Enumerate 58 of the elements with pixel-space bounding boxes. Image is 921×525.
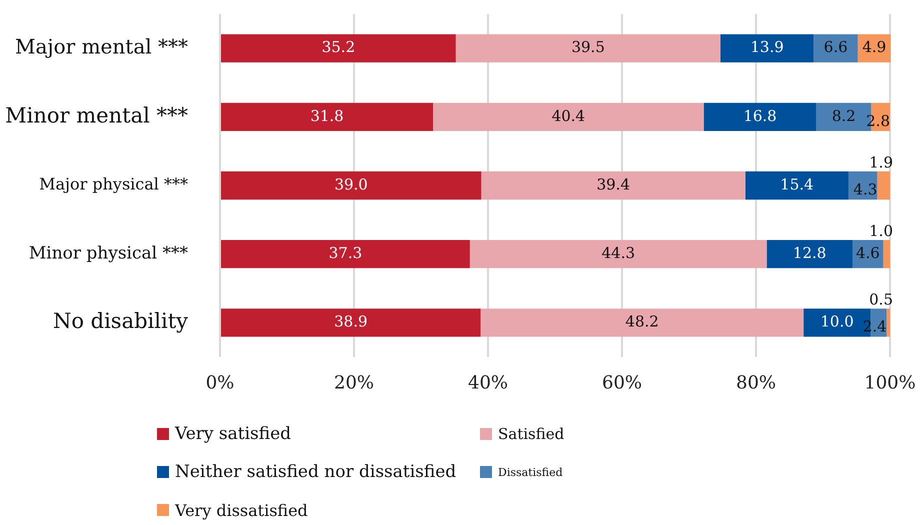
y-tick-label: Minor physical *** [28, 244, 188, 264]
y-tick-label: Minor mental *** [5, 103, 188, 128]
bar [814, 34, 858, 62]
bar [481, 171, 746, 200]
legend-label: Dissatisfied [498, 466, 563, 478]
bar [456, 34, 720, 62]
data-label: 37.3 [328, 244, 362, 262]
bar [221, 308, 481, 337]
data-label: 13.9 [750, 38, 784, 56]
bar [704, 102, 816, 131]
data-label: 39.0 [334, 175, 368, 194]
bar [221, 240, 470, 268]
x-tick-label: 20% [334, 372, 374, 394]
data-label: 16.8 [743, 106, 777, 125]
bar [877, 171, 890, 200]
data-label: 6.6 [824, 38, 848, 56]
x-tick-label: 80% [736, 372, 776, 394]
x-tick-label: 40% [468, 372, 508, 394]
data-label: 12.8 [792, 244, 826, 262]
data-label: 39.5 [571, 38, 605, 56]
data-label: 44.3 [602, 244, 636, 262]
bar [470, 240, 767, 268]
data-label: 15.4 [780, 175, 814, 194]
bar [433, 102, 704, 131]
legend-label: Satisfied [498, 425, 564, 443]
bar [766, 240, 852, 268]
data-label: 35.2 [322, 38, 356, 56]
data-label: 10.0 [820, 312, 854, 331]
bar [221, 102, 434, 131]
bar [221, 171, 482, 200]
data-label: 40.4 [552, 106, 586, 125]
x-tick-label: 100% [864, 372, 916, 394]
y-tick-label: Major physical *** [39, 174, 188, 194]
data-label: 31.8 [310, 106, 344, 125]
data-label: 4.6 [856, 244, 880, 262]
x-tick-label: 0% [206, 372, 234, 394]
legend-label: Very dissatisfied [175, 500, 308, 520]
y-tick-label: No disability [52, 309, 188, 334]
bar [720, 34, 814, 62]
bar [886, 308, 890, 337]
data-label: 8.2 [832, 106, 856, 125]
data-label: 0.5 [869, 290, 893, 309]
data-label: 4.9 [862, 38, 886, 56]
data-label: 4.3 [853, 180, 878, 198]
data-label: 38.9 [334, 312, 368, 331]
data-label: 39.4 [596, 175, 630, 194]
legend-label: Very satisfied [175, 424, 292, 444]
bar [221, 34, 456, 62]
bar [883, 240, 890, 268]
y-tick-label: Major mental *** [15, 34, 188, 59]
bar [480, 308, 804, 337]
data-label: 48.2 [625, 312, 659, 331]
data-label: 1.9 [869, 153, 893, 172]
x-tick-label: 60% [602, 372, 642, 394]
data-label: 1.0 [869, 222, 893, 240]
legend-label: Neither satisfied nor dissatisfied [175, 462, 456, 482]
bar [745, 171, 848, 200]
data-label: 2.4 [862, 318, 887, 336]
